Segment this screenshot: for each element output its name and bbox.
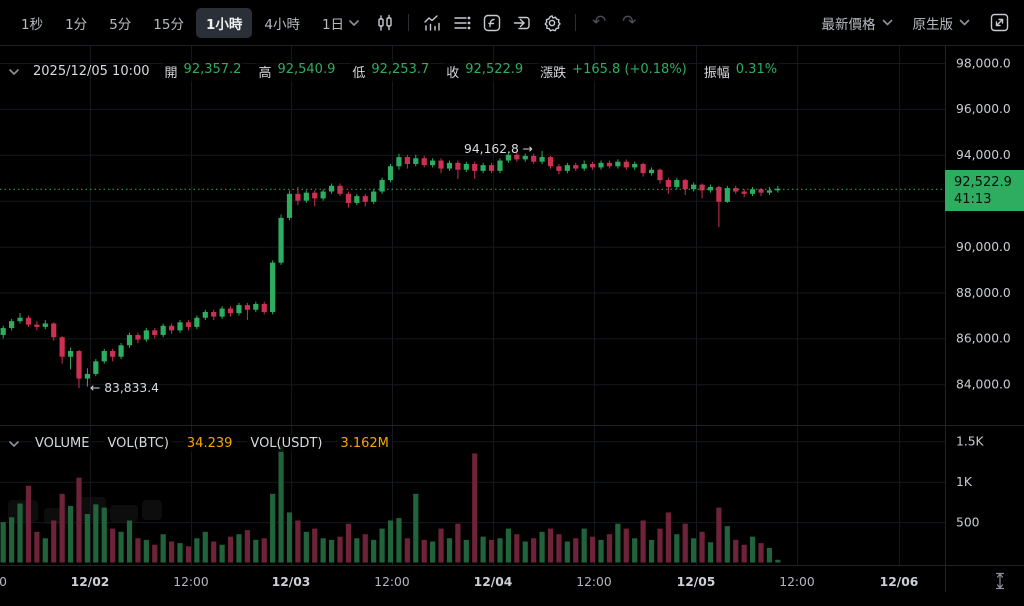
ohlc-field: 高 92,540.9 [256, 61, 338, 82]
price-mode-label: 最新價格 [821, 16, 876, 33]
candles [0, 151, 781, 389]
chevron-down-icon [349, 19, 359, 26]
vol-btc-value: 34.239 [183, 435, 236, 452]
toolbar: 1秒 1分 5分 15分 1小時 4小時 1日 [0, 0, 1024, 45]
svg-text:86,000.0: 86,000.0 [956, 332, 1011, 346]
ohlc-datetime: 2025/12/05 10:00 [33, 64, 150, 79]
svg-text:1K: 1K [956, 475, 973, 489]
volume-header: VOLUME VOL(BTC) 34.239 VOL(USDT) 3.162M [8, 435, 392, 452]
svg-text:12/02: 12/02 [71, 575, 110, 589]
price-annotations: 94,162.8 → ← 83,833.4 [90, 142, 533, 395]
volume-title: VOLUME [32, 435, 93, 452]
timeframe-5分[interactable]: 5分 [109, 16, 132, 33]
ohlc-field: 低 92,253.7 [350, 61, 432, 82]
svg-text:12:00: 12:00 [576, 575, 611, 589]
svg-text:12/04: 12/04 [474, 575, 513, 589]
ohlc-fields: 開 92,357.2 高 92,540.9 低 92,253.7 收 92,522.9 漲跌 +1… [162, 61, 780, 82]
svg-text:98,000.0: 98,000.0 [956, 56, 1011, 70]
vol-btc-label: VOL(BTC) [104, 435, 172, 452]
svg-text:12:00: 12:00 [374, 575, 409, 589]
collapse-chevron-icon[interactable] [8, 68, 20, 76]
svg-text:90,000.0: 90,000.0 [956, 240, 1011, 254]
toolbar-divider [575, 14, 577, 31]
price-axis[interactable]: 98,000.096,000.094,000.092,000.090,000.0… [956, 56, 1011, 391]
vol-usdt-label: VOL(USDT) [247, 435, 326, 452]
pane-separators [0, 45, 1024, 592]
fullscreen-expand-icon[interactable] [984, 9, 1014, 37]
chevron-down-icon [959, 19, 970, 26]
undo-icon[interactable]: ↶ [591, 12, 607, 32]
svg-text:84,000.0: 84,000.0 [956, 378, 1011, 392]
ohlc-info-row: 2025/12/05 10:00 開 92,357.2 高 92,540.9 低 92,2… [8, 61, 780, 82]
svg-text:96,000.0: 96,000.0 [956, 102, 1011, 116]
svg-text:500: 500 [956, 515, 979, 529]
svg-text:88,000.0: 88,000.0 [956, 286, 1011, 300]
svg-text:12/03: 12/03 [272, 575, 311, 589]
timeframe-1分[interactable]: 1分 [65, 16, 88, 33]
chart-type-candles-icon[interactable] [370, 9, 400, 37]
volume-axis[interactable]: 1.5K 1K 500 [956, 435, 985, 530]
version-dropdown[interactable]: 原生版 [907, 9, 977, 37]
volume-bars [0, 445, 781, 563]
svg-text:← 83,833.4: ← 83,833.4 [90, 381, 159, 395]
svg-text:12/06: 12/06 [880, 575, 919, 589]
indicators-icon[interactable] [417, 9, 447, 37]
svg-text:94,162.8 →: 94,162.8 → [464, 142, 533, 156]
fx-indicators-icon[interactable] [477, 9, 507, 37]
settings-gear-icon[interactable] [537, 9, 567, 37]
svg-text:12:00: 12:00 [173, 575, 208, 589]
scale-reset-icon[interactable] [996, 572, 1004, 590]
svg-text:0: 0 [0, 575, 7, 589]
timeframe-1秒[interactable]: 1秒 [21, 16, 44, 33]
collapse-chevron-icon[interactable] [8, 440, 20, 448]
svg-text:1.5K: 1.5K [956, 435, 985, 449]
candle-countdown: 41:13 [954, 191, 992, 207]
vol-usdt-value: 3.162M [337, 435, 392, 452]
timeframe-group: 1秒 1分 5分 15分 1小時 4小時 1日 [10, 7, 370, 38]
price-mode-dropdown[interactable]: 最新價格 [816, 9, 899, 37]
svg-text:12/05: 12/05 [677, 575, 716, 589]
current-price-label: 92,522.9 41:13 [945, 169, 1024, 211]
ohlc-field: 開 92,357.2 [162, 61, 244, 82]
timeframe-15分[interactable]: 15分 [153, 16, 184, 33]
svg-text:94,000.0: 94,000.0 [956, 148, 1011, 162]
ohlc-field: 收 92,522.9 [444, 61, 526, 82]
ohlc-field: 振幅 0.31% [701, 61, 780, 82]
redo-icon[interactable]: ↷ [621, 12, 637, 32]
timeframe-4小時[interactable]: 4小時 [264, 16, 300, 33]
jump-to-icon[interactable] [507, 9, 537, 37]
toolbar-right: 最新價格 原生版 [816, 9, 1015, 37]
chart-layers-icon[interactable] [447, 9, 477, 37]
toolbar-divider [408, 14, 410, 31]
chevron-down-icon [882, 19, 892, 26]
svg-text:12:00: 12:00 [779, 575, 814, 589]
time-axis[interactable]: 0 12/02 12:00 12/03 12:00 12/04 12:00 12/05 12:0… [0, 575, 918, 589]
gridlines [0, 45, 945, 565]
timeframe-1日[interactable]: 1日 [312, 8, 369, 38]
timeframe-1小時[interactable]: 1小時 [195, 7, 253, 38]
current-price-value: 92,522.9 [954, 174, 1012, 190]
ohlc-field: 漲跌 +165.8 (+0.18%) [538, 61, 689, 82]
version-label: 原生版 [912, 16, 954, 33]
